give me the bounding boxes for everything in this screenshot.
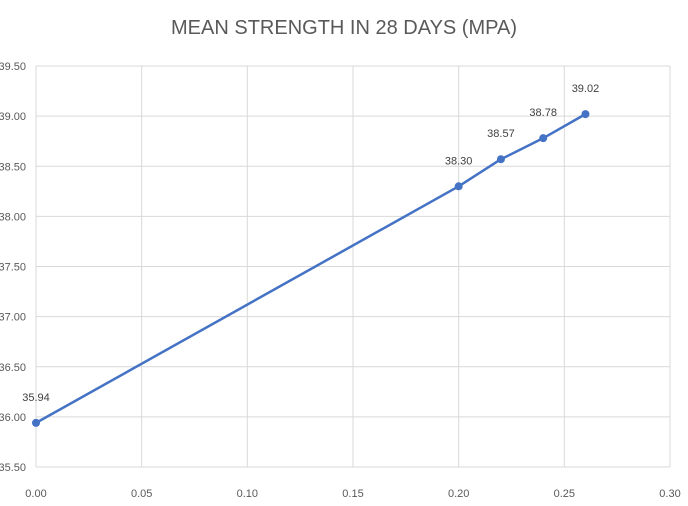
data-label: 39.02 (572, 83, 600, 95)
x-tick-label: 0.30 (659, 488, 680, 500)
y-tick-label: 39.50 (0, 61, 26, 73)
x-tick-label: 0.20 (448, 488, 469, 500)
x-axis-ticks: 0.00 0.05 0.10 0.15 0.20 0.25 0.30 (25, 488, 680, 500)
y-tick-label: 36.00 (0, 412, 26, 424)
gridlines (35, 65, 671, 468)
x-tick-label: 0.25 (554, 488, 575, 500)
y-tick-label: 38.00 (0, 211, 26, 223)
chart-title: MEAN STRENGTH IN 28 DAYS (MPA) (171, 17, 517, 39)
x-tick-label: 0.10 (237, 488, 258, 500)
data-label: 38.78 (529, 107, 557, 119)
data-label: 38.30 (445, 155, 473, 167)
data-point (539, 134, 548, 143)
y-tick-label: 39.00 (0, 111, 26, 123)
x-tick-label: 0.05 (131, 488, 152, 500)
y-axis-ticks: 35.50 36.00 36.50 37.00 37.50 38.00 38.50 39.00… (0, 61, 26, 474)
data-point (454, 182, 463, 191)
data-point (32, 418, 40, 427)
y-tick-label: 36.50 (0, 362, 26, 374)
y-tick-label: 35.50 (0, 462, 26, 474)
y-tick-label: 37.50 (0, 262, 26, 274)
data-point (581, 110, 590, 119)
y-tick-label: 38.50 (0, 161, 26, 173)
data-point (496, 155, 505, 164)
series-mean-strength: 35.94 38.30 38.57 38.78 39.02 (22, 83, 599, 427)
data-label: 38.57 (487, 128, 515, 140)
data-label: 35.94 (22, 392, 50, 404)
x-tick-label: 0.15 (342, 488, 363, 500)
x-tick-label: 0.00 (25, 488, 46, 500)
y-tick-label: 37.00 (0, 312, 26, 324)
